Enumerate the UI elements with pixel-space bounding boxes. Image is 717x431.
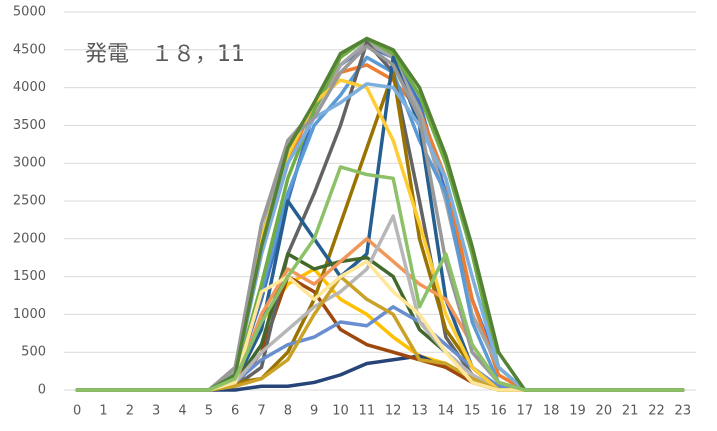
y-tick-label: 3000: [13, 156, 46, 171]
x-tick-label: 8: [284, 404, 292, 419]
x-tick-label: 2: [126, 404, 134, 419]
x-tick-label: 10: [332, 404, 349, 419]
x-tick-label: 19: [569, 404, 586, 419]
y-tick-label: 1500: [13, 269, 46, 284]
x-tick-label: 16: [490, 404, 507, 419]
series-line: [75, 274, 685, 392]
y-tick-label: 500: [21, 345, 46, 360]
x-tick-label: 23: [675, 404, 692, 419]
series-line: [75, 165, 685, 392]
x-tick-label: 17: [517, 404, 534, 419]
x-tick-label: 1: [99, 404, 107, 419]
x-tick-label: 11: [359, 404, 376, 419]
x-tick-label: 0: [73, 404, 81, 419]
x-tick-label: 9: [310, 404, 318, 419]
y-tick-label: 3500: [13, 118, 46, 133]
series-line: [75, 70, 685, 392]
x-tick-label: 5: [205, 404, 213, 419]
y-tick-label: 5000: [13, 5, 46, 20]
y-tick-label: 2000: [13, 231, 46, 246]
x-tick-label: 12: [385, 404, 402, 419]
y-tick-label: 4500: [13, 42, 46, 57]
series-line: [75, 78, 685, 392]
y-tick-label: 2500: [13, 194, 46, 209]
x-tick-label: 15: [464, 404, 481, 419]
series-line: [75, 40, 685, 392]
series-line: [75, 44, 685, 392]
x-tick-label: 4: [178, 404, 186, 419]
x-tick-label: 20: [596, 404, 613, 419]
series-line: [75, 36, 685, 392]
x-tick-label: 18: [543, 404, 560, 419]
x-tick-label: 7: [257, 404, 265, 419]
grid: [64, 11, 696, 391]
series-line: [75, 44, 685, 392]
y-tick-label: 0: [38, 383, 46, 398]
y-tick-label: 1000: [13, 307, 46, 322]
x-tick-label: 14: [438, 404, 455, 419]
x-tick-label: 22: [648, 404, 665, 419]
series-line: [75, 214, 685, 392]
x-tick-label: 6: [231, 404, 239, 419]
series-line: [75, 82, 685, 392]
y-tick-label: 4000: [13, 80, 46, 95]
x-tick-label: 21: [622, 404, 639, 419]
series-line: [75, 274, 685, 392]
series-line: [75, 40, 685, 392]
series-line: [75, 36, 685, 392]
chart-title: 発電 １８，11: [85, 42, 245, 67]
series-line: [75, 354, 685, 392]
x-tick-label: 13: [411, 404, 428, 419]
x-tick-label: 3: [152, 404, 160, 419]
series-line: [75, 267, 685, 392]
